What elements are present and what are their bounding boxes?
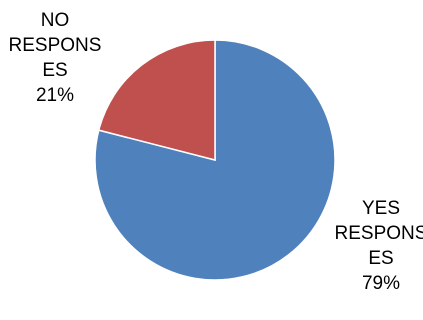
pie-slice-no-responses [97, 39, 216, 161]
data-label-line: RESPONS [9, 35, 102, 56]
data-label-no-responses: NO RESPONS ES 21% [9, 10, 102, 106]
data-label-line: 21% [36, 85, 74, 106]
data-label-line: ES [368, 248, 393, 269]
pie-slices [94, 39, 336, 281]
pie-labels: YES RESPONS ES 79% NO RESPONS ES 21% [9, 10, 423, 294]
data-label-line: ES [42, 60, 67, 81]
data-label-line: RESPONS [335, 223, 423, 244]
data-label-line: 79% [362, 273, 400, 294]
data-label-yes-responses: YES RESPONS ES 79% [335, 198, 423, 294]
data-label-line: YES [362, 198, 400, 219]
data-label-line: NO [41, 10, 70, 31]
